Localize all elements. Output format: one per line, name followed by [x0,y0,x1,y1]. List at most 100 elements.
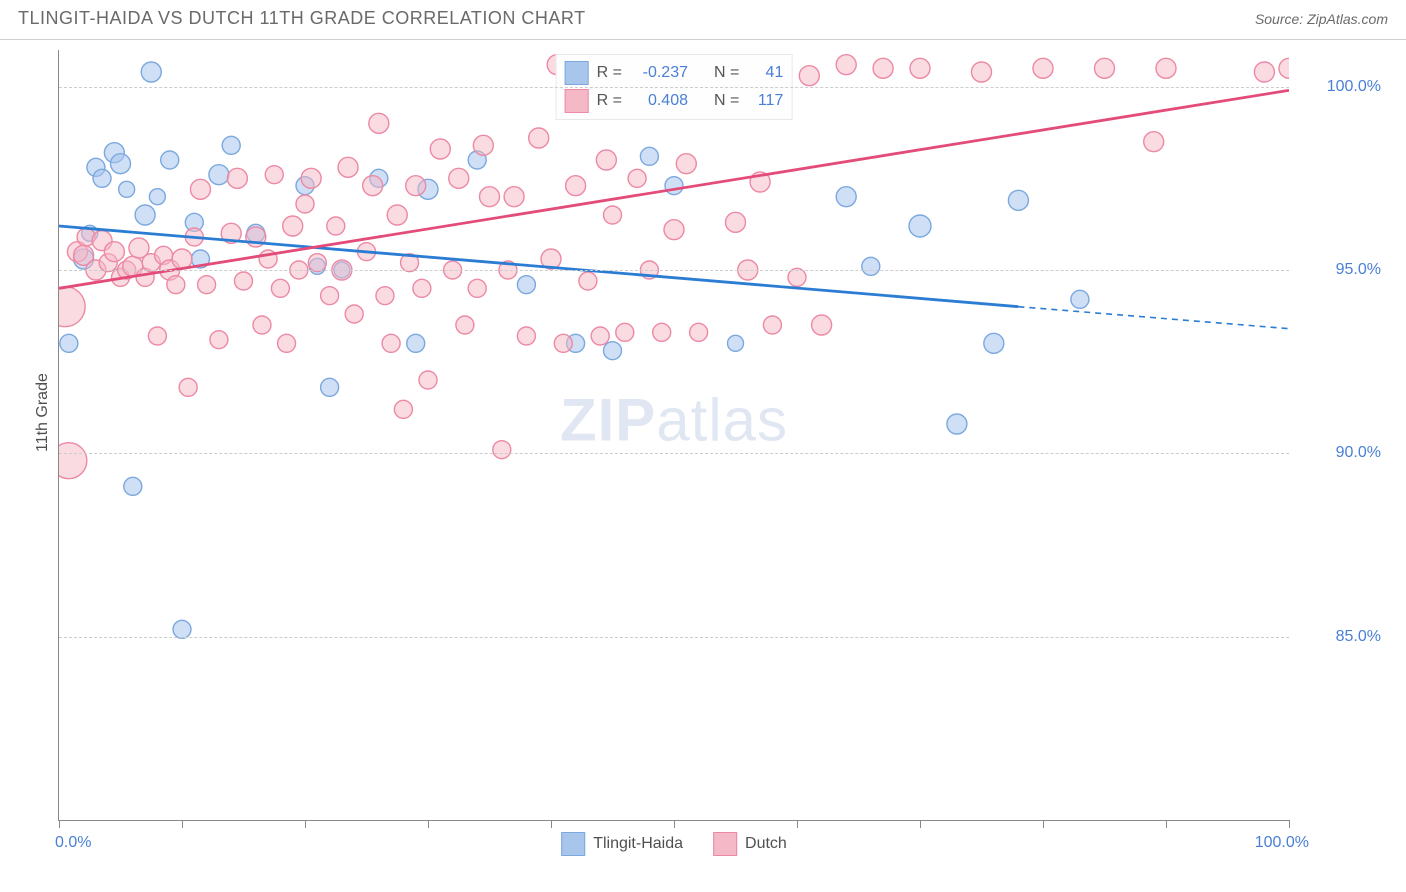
scatter-point [517,276,535,294]
legend-item: Dutch [713,832,787,856]
scatter-point [628,169,646,187]
y-tick-label: 90.0% [1301,444,1381,462]
x-axis-min-label: 0.0% [55,834,91,852]
legend-swatch [565,61,589,85]
scatter-point [209,165,229,185]
scatter-point [836,187,856,207]
y-axis-label: 11th Grade [34,373,52,452]
scatter-point [278,334,296,352]
scatter-point [517,327,535,345]
scatter-point [909,215,931,237]
scatter-point [910,58,930,78]
scatter-point [271,279,289,297]
scatter-point [640,147,658,165]
scatter-point [93,169,111,187]
scatter-point [579,272,597,290]
scatter-point [1033,58,1053,78]
scatter-point [179,378,197,396]
scatter-point [301,168,321,188]
trend-line [59,90,1289,288]
legend-swatch [713,832,737,856]
scatter-point [947,414,967,434]
scatter-point [468,279,486,297]
scatter-point [665,177,683,195]
scatter-point [382,334,400,352]
legend-item: Tlingit-Haida [561,832,683,856]
scatter-point [135,205,155,225]
scatter-point [376,287,394,305]
scatter-point [321,378,339,396]
scatter-point [449,168,469,188]
gridline-h [59,270,1289,271]
x-tick [182,820,183,828]
scatter-point [473,135,493,155]
x-tick [674,820,675,828]
x-tick [551,820,552,828]
gridline-h [59,637,1289,638]
scatter-point [235,272,253,290]
chart-header: TLINGIT-HAIDA VS DUTCH 11TH GRADE CORREL… [0,0,1406,40]
scatter-point [812,315,832,335]
scatter-point [321,287,339,305]
scatter-point [369,113,389,133]
stat-n-label: N = [714,64,739,82]
scatter-point [119,181,135,197]
scatter-point [141,62,161,82]
y-tick-label: 100.0% [1301,78,1381,96]
scatter-point [60,334,78,352]
stat-n-value: 117 [747,92,783,110]
scatter-point [406,176,426,196]
scatter-point [726,212,746,232]
scatter-point [59,443,87,479]
scatter-point [504,187,524,207]
scatter-point [59,287,85,327]
stat-n-value: 41 [747,64,783,82]
scatter-point [480,187,500,207]
scatter-point [984,333,1004,353]
scatter-point [308,254,326,272]
scatter-point [566,176,586,196]
scatter-point [728,335,744,351]
scatter-point [616,323,634,341]
legend-label: Tlingit-Haida [593,835,683,853]
x-tick [428,820,429,828]
scatter-point [862,257,880,275]
chart-title: TLINGIT-HAIDA VS DUTCH 11TH GRADE CORREL… [18,8,586,29]
trend-line-extrapolated [1018,307,1289,329]
x-tick [1166,820,1167,828]
legend-stats-row: R =-0.237N =41 [565,59,784,87]
scatter-point [664,220,684,240]
scatter-point [430,139,450,159]
scatter-point [111,154,131,174]
scatter-point [227,168,247,188]
scatter-point [493,441,511,459]
scatter-point [604,206,622,224]
scatter-point [972,62,992,82]
scatter-point [167,276,185,294]
scatter-point [124,477,142,495]
scatter-point [1071,290,1089,308]
scatter-point [363,176,383,196]
x-axis-max-label: 100.0% [1255,834,1309,852]
stat-r-label: R = [597,92,622,110]
scatter-point [394,400,412,418]
gridline-h [59,453,1289,454]
scatter-point [149,189,165,205]
stat-r-value: 0.408 [630,92,688,110]
scatter-point [596,150,616,170]
scatter-point [161,151,179,169]
legend-swatch [565,89,589,113]
plot-region: ZIPatlas R =-0.237N =41R =0.408N =117 Tl… [58,50,1289,821]
scatter-point [283,216,303,236]
scatter-point [198,276,216,294]
scatter-point [690,323,708,341]
legend-swatch [561,832,585,856]
scatter-point [253,316,271,334]
scatter-point [222,136,240,154]
scatter-point [210,331,228,349]
scatter-svg [59,50,1289,820]
scatter-point [591,327,609,345]
scatter-point [1279,58,1289,78]
scatter-point [1156,58,1176,78]
source-label: Source: ZipAtlas.com [1255,11,1388,27]
